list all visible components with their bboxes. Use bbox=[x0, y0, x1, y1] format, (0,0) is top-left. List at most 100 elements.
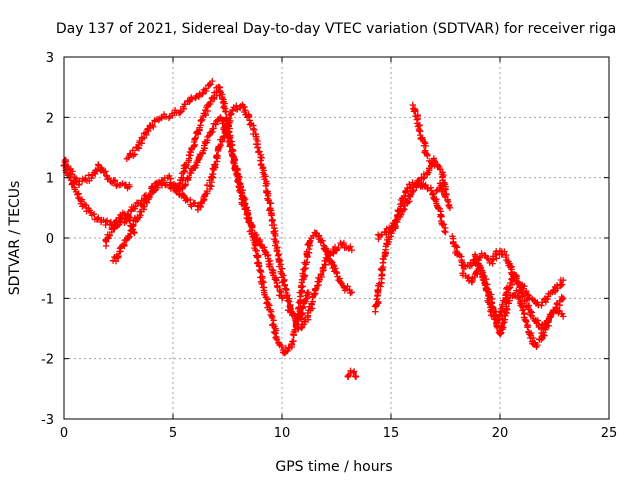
data-point bbox=[251, 126, 258, 133]
data-point bbox=[235, 175, 242, 183]
data-point bbox=[440, 221, 447, 228]
data-point bbox=[259, 169, 267, 176]
data-point bbox=[534, 317, 541, 324]
data-point bbox=[442, 228, 449, 236]
data-point bbox=[424, 152, 431, 159]
y-axis-label: SDTVAR / TECUs bbox=[7, 181, 23, 296]
axis-ticks: 0 5 10 15 20 25 -3 -2 -1 0 1 2 3 bbox=[41, 51, 617, 441]
data-point bbox=[484, 255, 491, 262]
data-point bbox=[515, 294, 522, 301]
data-point bbox=[234, 171, 241, 179]
data-point bbox=[223, 116, 230, 124]
data-point bbox=[143, 199, 151, 206]
data-point bbox=[530, 334, 537, 342]
data-point bbox=[372, 303, 379, 310]
data-point bbox=[182, 101, 189, 108]
data-point bbox=[381, 249, 388, 257]
data-point bbox=[302, 298, 309, 305]
data-point bbox=[264, 196, 272, 204]
data-point bbox=[271, 329, 279, 336]
data-point bbox=[69, 168, 76, 175]
data-point bbox=[498, 323, 506, 330]
data-points bbox=[60, 77, 567, 380]
data-point bbox=[268, 212, 275, 219]
data-point bbox=[479, 273, 486, 280]
data-point bbox=[195, 154, 202, 162]
data-point bbox=[311, 290, 318, 297]
series-track-10 bbox=[374, 180, 449, 243]
data-point bbox=[305, 289, 312, 296]
data-point bbox=[501, 248, 508, 255]
data-point bbox=[121, 242, 128, 250]
y-tick-label: 2 bbox=[46, 111, 54, 126]
data-point bbox=[180, 174, 187, 182]
x-tick-label: 25 bbox=[601, 426, 618, 441]
data-point bbox=[276, 257, 283, 264]
data-point bbox=[151, 183, 159, 191]
data-point bbox=[259, 284, 267, 291]
data-point bbox=[264, 296, 271, 303]
data-point bbox=[319, 265, 326, 272]
data-point bbox=[515, 288, 523, 295]
data-point bbox=[330, 261, 337, 269]
data-point bbox=[66, 173, 73, 181]
data-point bbox=[557, 282, 564, 289]
data-point bbox=[278, 342, 285, 350]
chart-title: Day 137 of 2021, Sidereal Day-to-day VTE… bbox=[56, 21, 616, 37]
data-point bbox=[209, 170, 216, 178]
data-point bbox=[202, 85, 210, 92]
data-point bbox=[525, 302, 532, 309]
data-point bbox=[500, 319, 507, 327]
data-point bbox=[375, 298, 382, 305]
data-point bbox=[477, 253, 484, 261]
data-point bbox=[257, 267, 264, 275]
data-point bbox=[222, 108, 230, 115]
data-point bbox=[348, 246, 355, 254]
data-point bbox=[111, 177, 119, 184]
data-point bbox=[441, 227, 448, 235]
y-tick-label: 3 bbox=[46, 51, 54, 66]
series-track-8 bbox=[344, 367, 360, 380]
data-point bbox=[414, 115, 422, 122]
data-point bbox=[204, 107, 211, 115]
data-point bbox=[528, 312, 536, 319]
data-point bbox=[317, 272, 325, 279]
data-point bbox=[560, 313, 567, 320]
data-point bbox=[377, 283, 384, 290]
data-point bbox=[290, 331, 297, 338]
data-point bbox=[479, 276, 487, 283]
series-track-4 bbox=[109, 101, 355, 333]
data-point bbox=[248, 223, 255, 230]
data-point bbox=[255, 261, 262, 269]
data-point bbox=[273, 247, 281, 255]
data-point bbox=[330, 248, 337, 255]
data-point bbox=[548, 311, 555, 318]
data-point bbox=[426, 167, 433, 174]
data-point bbox=[280, 277, 287, 285]
data-point bbox=[400, 205, 407, 213]
data-point bbox=[263, 189, 271, 197]
data-point bbox=[137, 212, 144, 219]
data-point bbox=[252, 246, 259, 254]
data-point bbox=[527, 308, 534, 315]
series-track-5 bbox=[123, 77, 216, 162]
data-point bbox=[333, 268, 340, 276]
data-point bbox=[132, 203, 139, 210]
data-point bbox=[277, 261, 284, 268]
data-point bbox=[325, 257, 333, 264]
data-point bbox=[538, 302, 545, 309]
data-point bbox=[126, 183, 133, 190]
data-point bbox=[266, 263, 274, 270]
y-tick-label: -3 bbox=[41, 413, 54, 428]
x-tick-label: 20 bbox=[492, 426, 509, 441]
data-point bbox=[459, 272, 467, 279]
data-point bbox=[199, 116, 206, 123]
data-point bbox=[416, 122, 423, 129]
data-point bbox=[308, 300, 315, 307]
data-point bbox=[267, 200, 275, 207]
data-point bbox=[321, 261, 328, 268]
data-point bbox=[175, 184, 182, 192]
data-point bbox=[245, 113, 253, 121]
data-point bbox=[524, 323, 531, 331]
